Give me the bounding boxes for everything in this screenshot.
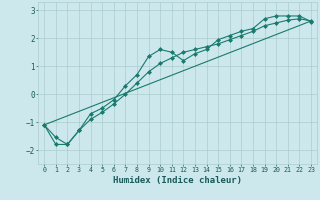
X-axis label: Humidex (Indice chaleur): Humidex (Indice chaleur): [113, 176, 242, 185]
